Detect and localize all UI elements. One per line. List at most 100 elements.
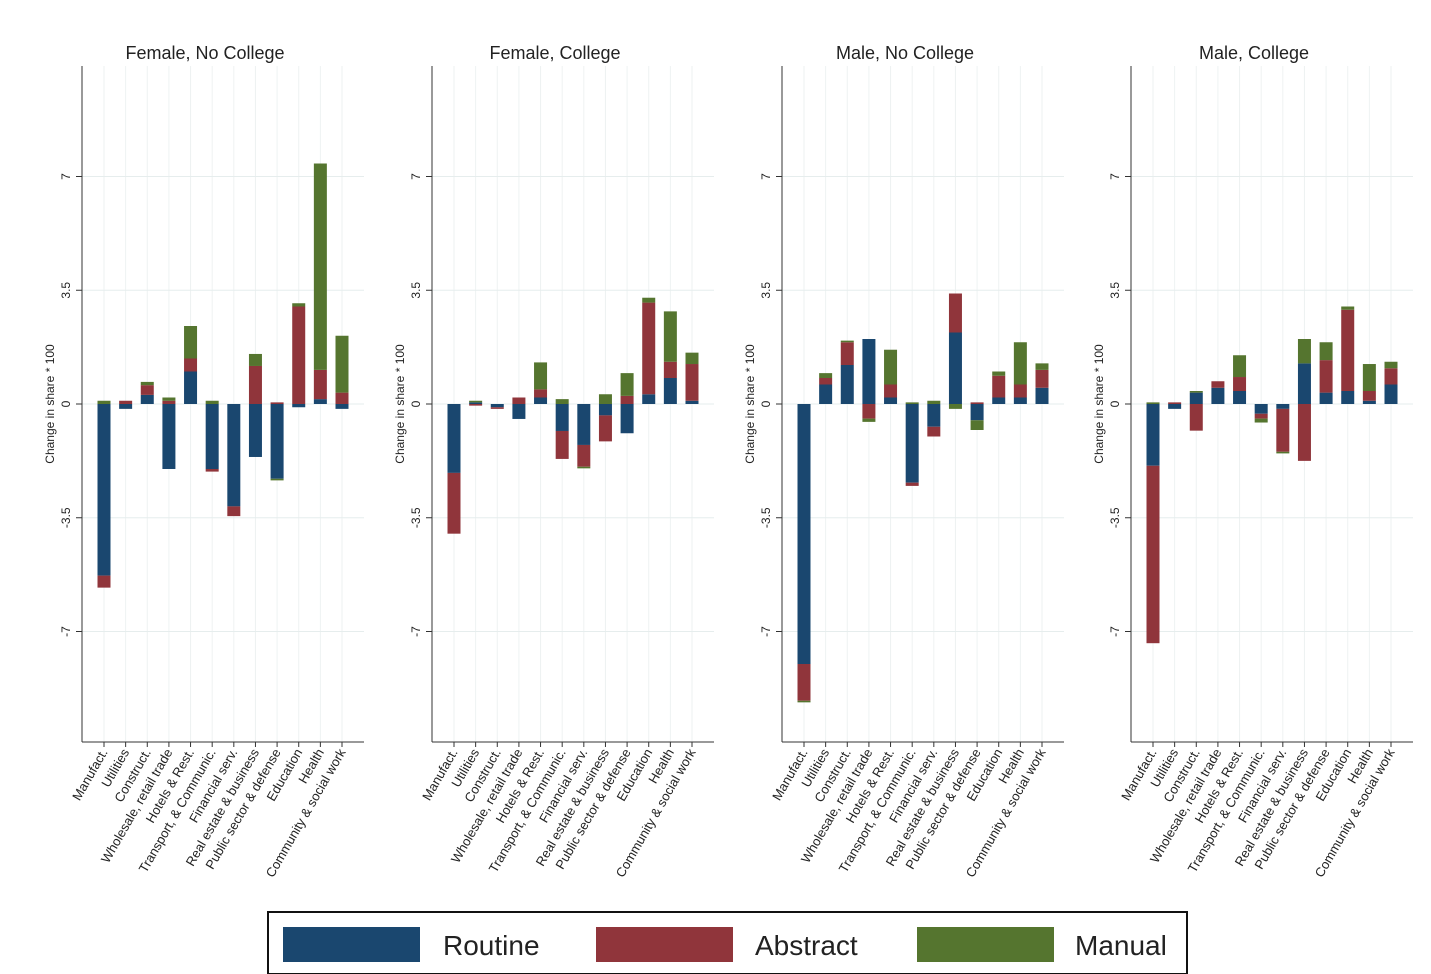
bar-segment [313, 399, 327, 404]
bar-segment [555, 430, 569, 459]
bar-segment [1013, 384, 1027, 398]
bar-segment [270, 404, 284, 479]
bar-segment [1276, 451, 1290, 454]
bar-segment [534, 397, 548, 404]
y-tick-label: 3.5 [759, 282, 773, 299]
panel-title: Female, No College [125, 43, 284, 63]
bar-segment [840, 340, 854, 343]
bar-segment [512, 397, 526, 404]
bar-segment [642, 394, 656, 404]
bar-segment [248, 353, 262, 366]
bar-segment [1362, 364, 1376, 391]
bar-segment [948, 293, 962, 333]
bar-segment [685, 400, 699, 404]
bar-segment [1362, 391, 1376, 401]
bar-segment [970, 402, 984, 404]
bar-segment [642, 302, 656, 395]
bar-segment [797, 404, 811, 664]
bar-segment [663, 361, 677, 378]
bar-segment [1319, 360, 1333, 393]
y-tick-label: 7 [409, 173, 423, 180]
panel-title: Male, College [1199, 43, 1309, 63]
bar-segment [1189, 404, 1203, 431]
bar-segment [1211, 387, 1225, 404]
bar-segment [620, 404, 634, 434]
bar-segment [884, 397, 898, 404]
bar-segment [663, 311, 677, 362]
bar-segment [663, 378, 677, 404]
bar-segment [840, 342, 854, 365]
bar-segment [447, 472, 461, 534]
bar-segment [970, 404, 984, 421]
bar-segment [119, 404, 133, 409]
bar-segment [819, 378, 833, 385]
bar-segment [1233, 355, 1247, 378]
bar-segment [1211, 381, 1225, 388]
y-tick-label: -3.5 [409, 507, 423, 528]
bar-segment [270, 402, 284, 404]
bar-segment [534, 362, 548, 390]
bar-segment [1319, 392, 1333, 404]
bar-segment [862, 339, 876, 404]
bar-segment [227, 404, 241, 507]
bar-segment [1254, 413, 1268, 419]
bar-segment [1013, 397, 1027, 404]
bar-segment [292, 306, 306, 404]
y-tick-label: 3.5 [1108, 282, 1122, 299]
bar-segment [1035, 369, 1049, 388]
bar-segment [1297, 339, 1311, 364]
legend-swatch [596, 927, 733, 962]
panel-title: Female, College [489, 43, 620, 63]
bar-segment [555, 404, 569, 431]
bar-segment [598, 404, 612, 416]
bar-segment [469, 400, 483, 403]
bar-segment [840, 365, 854, 404]
bar-segment [927, 400, 941, 404]
bar-segment [469, 402, 483, 404]
bar-segment [1254, 404, 1268, 414]
bar-segment [140, 385, 154, 395]
bar-segment [685, 364, 699, 401]
y-axis-label: Change in share * 100 [743, 344, 757, 464]
bar-segment [97, 575, 111, 588]
bar-segment [447, 404, 461, 473]
y-tick-label: -7 [1108, 626, 1122, 637]
y-tick-label: -3.5 [59, 507, 73, 528]
legend-label: Routine [443, 930, 540, 961]
y-axis-label: Change in share * 100 [43, 344, 57, 464]
bar-segment [598, 394, 612, 404]
bar-segment [490, 404, 504, 408]
bar-segment [685, 352, 699, 365]
bar-segment [1384, 384, 1398, 404]
bar-segment [598, 415, 612, 442]
bar-segment [97, 404, 111, 576]
bar-segment [1384, 361, 1398, 369]
bar-segment [797, 700, 811, 703]
bar-segment [248, 365, 262, 404]
legend-label: Abstract [755, 930, 858, 961]
bar-segment [555, 399, 569, 404]
bar-segment [205, 469, 219, 472]
bar-segment [620, 373, 634, 396]
legend-swatch [283, 927, 420, 962]
bar-segment [927, 426, 941, 437]
y-tick-label: 3.5 [59, 282, 73, 299]
legend-label: Manual [1075, 930, 1167, 961]
bar-segment [927, 404, 941, 427]
bar-segment [1276, 404, 1290, 409]
bar-segment [577, 444, 591, 467]
bar-segment [1341, 306, 1355, 310]
y-tick-label: 7 [1108, 173, 1122, 180]
bar-segment [184, 326, 198, 359]
bar-segment [512, 404, 526, 419]
bar-segment [1276, 408, 1290, 452]
bar-segment [248, 404, 262, 457]
bar-segment [1035, 387, 1049, 404]
bar-segment [119, 400, 133, 404]
bar-segment [292, 404, 306, 408]
bar-segment [1254, 418, 1268, 423]
bar-segment [970, 420, 984, 430]
bar-segment [469, 404, 483, 406]
y-tick-label: -3.5 [1108, 507, 1122, 528]
